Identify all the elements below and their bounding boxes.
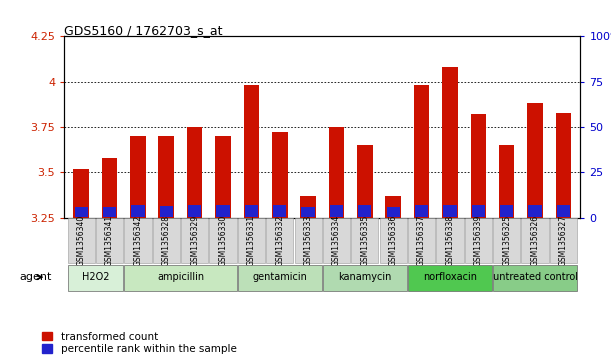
Bar <box>188 205 201 217</box>
FancyBboxPatch shape <box>153 218 180 263</box>
FancyBboxPatch shape <box>493 218 521 263</box>
Text: gentamicin: gentamicin <box>252 272 307 282</box>
FancyBboxPatch shape <box>68 218 95 263</box>
Bar <box>131 205 145 217</box>
FancyBboxPatch shape <box>96 218 123 263</box>
Text: GSM1356332: GSM1356332 <box>275 215 284 266</box>
Bar <box>187 127 202 218</box>
Bar <box>386 196 401 218</box>
Bar <box>444 205 456 217</box>
Text: GSM1356333: GSM1356333 <box>304 215 313 266</box>
Bar <box>387 207 400 217</box>
Bar <box>301 196 316 218</box>
Bar <box>215 136 231 218</box>
Bar <box>415 205 428 217</box>
Text: GSM1356327: GSM1356327 <box>559 215 568 266</box>
Bar <box>102 158 117 218</box>
FancyBboxPatch shape <box>379 218 407 263</box>
Text: GSM1356329: GSM1356329 <box>190 215 199 266</box>
Bar <box>529 205 542 217</box>
Text: GSM1356325: GSM1356325 <box>502 215 511 266</box>
Bar <box>472 205 485 217</box>
Bar <box>357 145 373 218</box>
FancyBboxPatch shape <box>408 218 435 263</box>
FancyBboxPatch shape <box>465 218 492 263</box>
FancyBboxPatch shape <box>124 265 236 291</box>
Bar <box>301 207 315 217</box>
FancyBboxPatch shape <box>550 218 577 263</box>
Bar <box>358 205 371 217</box>
Text: GSM1356330: GSM1356330 <box>219 215 227 266</box>
Bar <box>245 205 258 217</box>
Bar <box>470 114 486 218</box>
FancyBboxPatch shape <box>521 218 549 263</box>
Text: ampicillin: ampicillin <box>157 272 204 282</box>
Text: GSM1356328: GSM1356328 <box>162 215 171 266</box>
FancyBboxPatch shape <box>238 218 265 263</box>
Text: untreated control: untreated control <box>492 272 577 282</box>
FancyBboxPatch shape <box>408 265 492 291</box>
Bar <box>499 145 514 218</box>
Text: GSM1356338: GSM1356338 <box>445 215 455 266</box>
Text: GSM1356335: GSM1356335 <box>360 215 370 266</box>
Text: GSM1356337: GSM1356337 <box>417 215 426 266</box>
FancyBboxPatch shape <box>68 265 123 291</box>
Text: norfloxacin: norfloxacin <box>423 272 477 282</box>
Bar <box>130 136 145 218</box>
Text: GSM1356331: GSM1356331 <box>247 215 256 266</box>
Text: GSM1356339: GSM1356339 <box>474 215 483 266</box>
FancyBboxPatch shape <box>181 218 208 263</box>
Bar <box>272 132 288 218</box>
FancyBboxPatch shape <box>210 218 236 263</box>
FancyBboxPatch shape <box>238 265 322 291</box>
FancyBboxPatch shape <box>493 265 577 291</box>
Bar <box>527 103 543 218</box>
Bar <box>75 207 88 217</box>
Legend: transformed count, percentile rank within the sample: transformed count, percentile rank withi… <box>42 331 236 354</box>
Text: GDS5160 / 1762703_s_at: GDS5160 / 1762703_s_at <box>64 24 222 37</box>
FancyBboxPatch shape <box>436 218 464 263</box>
Text: GSM1356340: GSM1356340 <box>76 215 86 266</box>
Text: GSM1356336: GSM1356336 <box>389 215 398 266</box>
FancyBboxPatch shape <box>124 218 152 263</box>
Text: GSM1356326: GSM1356326 <box>530 215 540 266</box>
FancyBboxPatch shape <box>323 265 407 291</box>
Bar <box>442 67 458 218</box>
Text: H2O2: H2O2 <box>82 272 109 282</box>
FancyBboxPatch shape <box>351 218 378 263</box>
Text: agent: agent <box>20 272 51 282</box>
FancyBboxPatch shape <box>323 218 350 263</box>
Bar <box>555 113 571 218</box>
Bar <box>159 206 173 217</box>
Bar <box>414 85 430 218</box>
Bar <box>330 205 343 217</box>
Bar <box>500 205 513 217</box>
FancyBboxPatch shape <box>295 218 322 263</box>
Bar <box>158 136 174 218</box>
FancyBboxPatch shape <box>266 218 293 263</box>
Bar <box>244 85 259 218</box>
Bar <box>273 205 287 217</box>
Bar <box>329 127 344 218</box>
Text: kanamycin: kanamycin <box>338 272 392 282</box>
Bar <box>216 205 230 217</box>
Bar <box>103 207 116 217</box>
Bar <box>557 205 570 217</box>
Text: GSM1356334: GSM1356334 <box>332 215 341 266</box>
Text: GSM1356341: GSM1356341 <box>105 215 114 266</box>
Text: GSM1356342: GSM1356342 <box>133 215 142 266</box>
Bar <box>73 169 89 218</box>
